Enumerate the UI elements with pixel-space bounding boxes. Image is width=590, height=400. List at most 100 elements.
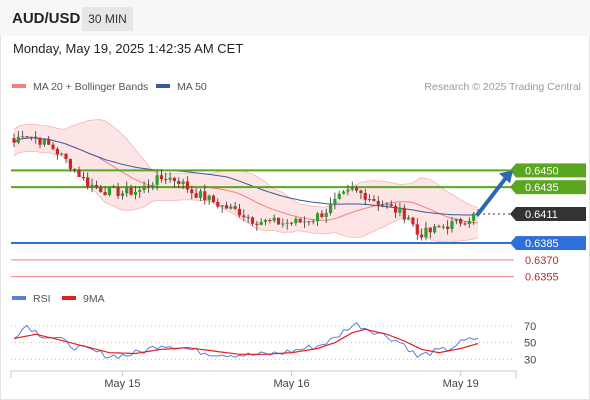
candle-down xyxy=(73,169,77,171)
candle-down xyxy=(307,221,311,223)
candle-down xyxy=(112,186,116,188)
candle-down xyxy=(55,148,59,155)
rsi-legend-label: RSI xyxy=(33,293,51,305)
candle-up xyxy=(16,136,20,143)
candle-up xyxy=(263,220,268,222)
candle-down xyxy=(172,177,177,182)
minor_support-level-label: 0.6370 xyxy=(525,255,559,267)
resistance-level-tag-pointer xyxy=(510,180,516,195)
x-tick-label: May 16 xyxy=(273,378,309,390)
symbol-label: AUD/USD xyxy=(12,10,81,27)
candle-down xyxy=(77,169,81,177)
candle-down xyxy=(415,224,419,235)
candle-down xyxy=(129,187,133,195)
candle-down xyxy=(185,181,190,190)
candle-up xyxy=(328,203,333,213)
candle-up xyxy=(341,191,346,194)
rsi-tick-label: 30 xyxy=(524,354,536,366)
candle-up xyxy=(198,191,203,198)
support-level-tag xyxy=(516,236,586,251)
candle-down xyxy=(463,223,467,225)
rsi-9ma-line xyxy=(13,328,479,355)
current-price-tag xyxy=(516,207,586,221)
bollinger-band-fill xyxy=(14,119,478,243)
candle-up xyxy=(294,218,298,223)
candle-down xyxy=(242,215,246,218)
candle-down xyxy=(359,190,363,193)
candle-up xyxy=(424,227,428,238)
candle-up xyxy=(151,184,155,187)
rsi-tick-label: 70 xyxy=(524,321,536,333)
candle-down xyxy=(94,184,98,188)
x-tick-label: May 19 xyxy=(443,378,479,390)
candle-up xyxy=(346,189,350,192)
resistance-level-tag xyxy=(516,163,586,178)
candle-down xyxy=(34,136,38,138)
current-price-label: 0.6411 xyxy=(525,209,558,221)
candle-down xyxy=(411,217,415,225)
candle-up xyxy=(281,223,285,225)
candle-up xyxy=(125,187,129,194)
resistance-level-label: 0.6435 xyxy=(525,182,559,194)
bollinger-lower-line xyxy=(13,150,479,243)
candle-down xyxy=(289,222,294,224)
candle-up xyxy=(398,207,402,213)
timeframe-button[interactable]: 30 MIN xyxy=(82,7,133,31)
candle-down xyxy=(246,217,250,219)
candle-up xyxy=(324,212,328,217)
candle-down xyxy=(276,217,281,225)
current-price-tag-pointer xyxy=(510,207,516,221)
candle-up xyxy=(433,226,437,233)
candle-up xyxy=(467,220,471,224)
candle-up xyxy=(454,218,458,222)
candle-up xyxy=(367,199,372,201)
x-tick-label: May 15 xyxy=(104,378,140,390)
candle-down xyxy=(428,227,432,233)
rsi-legend-swatch xyxy=(62,296,76,300)
candle-up xyxy=(207,195,211,201)
candle-up xyxy=(407,217,411,220)
legend-label: MA 50 xyxy=(177,81,207,93)
candle-down xyxy=(177,181,181,184)
candle-down xyxy=(159,175,164,180)
credit-label: Research © 2025 Trading Central xyxy=(424,81,581,93)
candle-down xyxy=(38,137,42,145)
candle-down xyxy=(12,138,16,143)
forecast-arrow-head xyxy=(499,170,513,184)
candle-down xyxy=(376,200,380,205)
rsi-line xyxy=(13,321,479,360)
candle-up xyxy=(29,136,33,138)
candle-down xyxy=(380,204,385,206)
candle-up xyxy=(107,186,112,196)
candle-down xyxy=(164,179,168,181)
candle-down xyxy=(203,191,207,201)
candle-up xyxy=(133,191,138,195)
candle-down xyxy=(389,204,393,207)
chart-header-bar: AUD/USD 30 MIN xyxy=(0,0,590,36)
candle-down xyxy=(47,139,51,145)
candle-down xyxy=(216,202,220,207)
candle-up xyxy=(259,221,263,225)
candle-down xyxy=(255,223,259,225)
candle-down xyxy=(233,206,237,209)
candle-up xyxy=(472,213,476,221)
support-level-tag-pointer xyxy=(510,236,516,251)
candle-up xyxy=(337,193,341,199)
legend-label: MA 20 + Bollinger Bands xyxy=(33,81,148,93)
candle-down xyxy=(194,193,198,198)
candle-up xyxy=(60,153,64,155)
bollinger-upper-line xyxy=(13,119,479,209)
candle-up xyxy=(120,193,125,197)
candle-down xyxy=(402,207,406,220)
support-level-label: 0.6385 xyxy=(525,238,559,250)
candle-up xyxy=(311,221,315,223)
candle-down xyxy=(420,234,424,238)
candle-down xyxy=(103,192,107,196)
minor_support-level-label: 0.6355 xyxy=(525,272,559,284)
rsi-legend-label: 9MA xyxy=(83,293,105,305)
candle-down xyxy=(146,185,151,187)
candle-up xyxy=(272,217,276,221)
candle-up xyxy=(168,177,172,180)
candle-up xyxy=(350,188,354,190)
candle-up xyxy=(21,136,25,138)
